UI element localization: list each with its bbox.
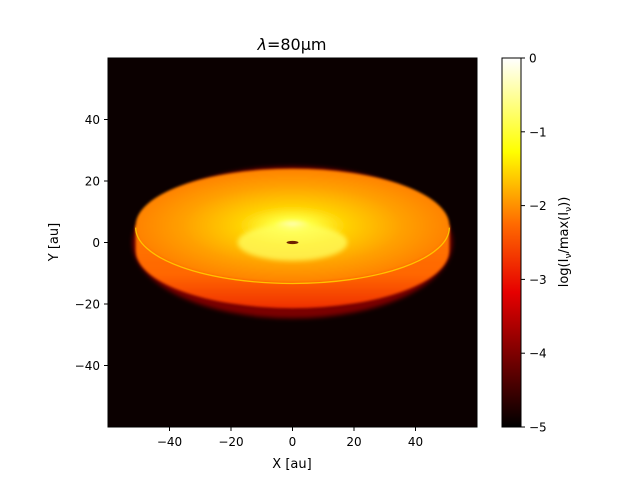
y-tick-label: 20 bbox=[85, 175, 100, 189]
y-tick-label: 40 bbox=[85, 113, 100, 127]
y-axis-ticks: −40 −20 0 20 40 bbox=[75, 113, 108, 373]
x-tick-label: −40 bbox=[157, 435, 182, 449]
colorbar bbox=[501, 57, 522, 428]
heatmap-image bbox=[108, 58, 477, 427]
y-tick-label: 0 bbox=[92, 236, 100, 250]
chart-title: λ=80μm bbox=[257, 35, 327, 54]
disk-rim-line bbox=[135, 227, 450, 285]
y-tick-label: −40 bbox=[75, 359, 100, 373]
colorbar-tick-label: −5 bbox=[529, 421, 547, 435]
y-axis-label: Y [au] bbox=[47, 223, 62, 262]
colorbar-tick-label: −3 bbox=[529, 273, 547, 287]
x-tick-label: −20 bbox=[218, 435, 243, 449]
x-axis-ticks: −40 −20 0 20 40 bbox=[157, 427, 423, 449]
x-tick-label: 0 bbox=[289, 435, 297, 449]
x-tick-label: 40 bbox=[408, 435, 423, 449]
x-tick-label: 20 bbox=[346, 435, 361, 449]
colorbar-tick-label: −1 bbox=[529, 125, 547, 139]
colorbar-label: log(Iν/max(Iν)) bbox=[557, 197, 574, 288]
x-axis-label: X [au] bbox=[272, 457, 311, 472]
y-tick-label: −20 bbox=[75, 298, 100, 312]
disk-emission bbox=[132, 166, 453, 319]
colorbar-tick-label: −2 bbox=[529, 199, 547, 213]
colorbar-ticks: 0 −1 −2 −3 −4 −5 bbox=[521, 52, 547, 435]
central-hole bbox=[286, 240, 299, 245]
colorbar-tick-label: 0 bbox=[529, 52, 537, 66]
colorbar-tick-label: −4 bbox=[529, 347, 547, 361]
